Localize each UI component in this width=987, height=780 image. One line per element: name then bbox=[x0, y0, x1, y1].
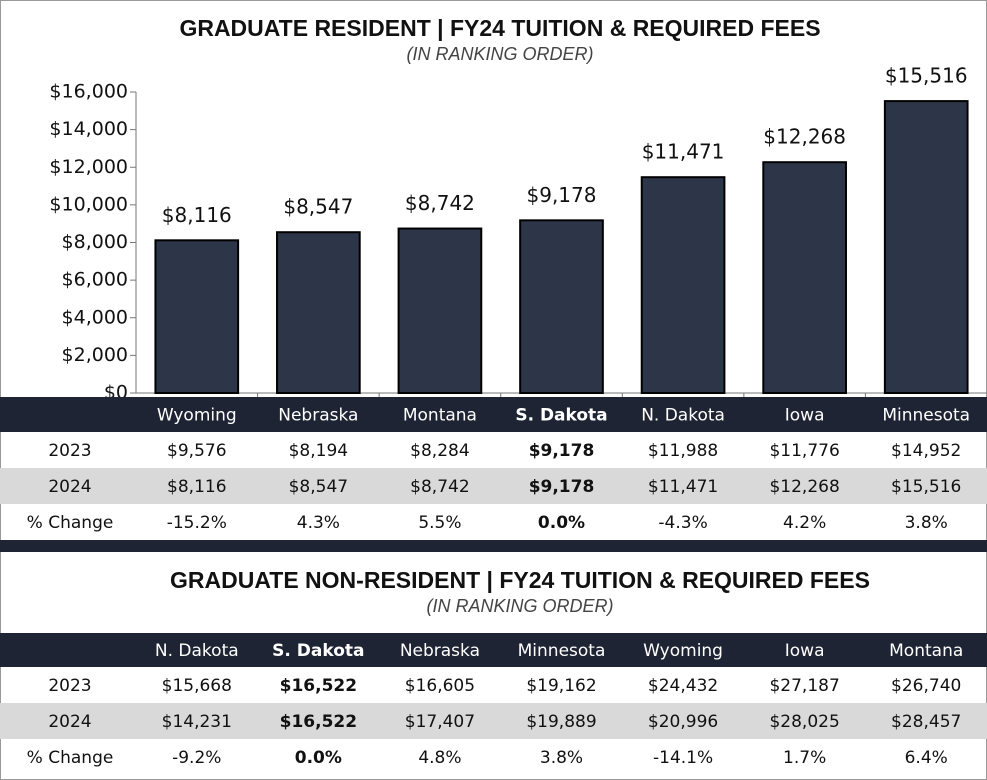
cell: 3.8% bbox=[905, 513, 948, 533]
cell: 0.0% bbox=[538, 513, 585, 533]
bar bbox=[519, 219, 604, 394]
cell: $16,522 bbox=[280, 676, 357, 696]
cell: $16,522 bbox=[280, 712, 357, 732]
bar bbox=[154, 239, 240, 394]
cell: $14,231 bbox=[162, 712, 232, 732]
column-header: Wyoming bbox=[643, 641, 723, 661]
row-band bbox=[0, 468, 987, 504]
bar bbox=[397, 227, 483, 394]
y-tick-label: $10,000 bbox=[49, 193, 128, 215]
cell: 2024 bbox=[48, 712, 91, 732]
cell: 1.7% bbox=[783, 748, 826, 768]
cell: $8,284 bbox=[410, 441, 469, 461]
cell: $26,740 bbox=[891, 676, 961, 696]
cell: $24,432 bbox=[648, 676, 718, 696]
column-header: Montana bbox=[889, 641, 963, 661]
cell: $8,547 bbox=[289, 477, 348, 497]
cell: $8,742 bbox=[410, 477, 469, 497]
cell: 4.3% bbox=[297, 513, 340, 533]
cell: 0.0% bbox=[295, 748, 342, 768]
cell: -9.2% bbox=[172, 748, 221, 768]
cell: -14.1% bbox=[653, 748, 713, 768]
cell: $17,407 bbox=[405, 712, 475, 732]
cell: $28,457 bbox=[891, 712, 961, 732]
cell: $14,952 bbox=[891, 441, 961, 461]
row-band bbox=[0, 703, 987, 739]
cell: 5.5% bbox=[418, 513, 461, 533]
chart-title: GRADUATE RESIDENT | FY24 TUITION & REQUI… bbox=[179, 15, 820, 41]
divider bbox=[0, 540, 987, 552]
cell: $28,025 bbox=[769, 712, 839, 732]
column-header: Wyoming bbox=[157, 406, 237, 426]
column-header: N. Dakota bbox=[155, 641, 239, 661]
column-header: Nebraska bbox=[400, 641, 480, 661]
cell: $12,268 bbox=[769, 477, 839, 497]
header-row bbox=[0, 397, 987, 432]
column-header: S. Dakota bbox=[515, 406, 607, 426]
cell: $9,178 bbox=[529, 477, 595, 497]
cell: % Change bbox=[27, 513, 114, 533]
cell: 4.8% bbox=[418, 748, 461, 768]
cell: 4.2% bbox=[783, 513, 826, 533]
data-label: $11,471 bbox=[642, 140, 725, 164]
y-tick-label: $14,000 bbox=[49, 118, 128, 140]
column-header: Minnesota bbox=[518, 641, 606, 661]
cell: $19,889 bbox=[526, 712, 596, 732]
bar bbox=[640, 176, 726, 394]
cell: $9,576 bbox=[167, 441, 226, 461]
column-header: Iowa bbox=[785, 641, 825, 661]
data-label: $15,516 bbox=[885, 64, 968, 88]
column-header: Montana bbox=[403, 406, 477, 426]
column-header: N. Dakota bbox=[641, 406, 725, 426]
cell: 2024 bbox=[48, 477, 91, 497]
data-label: $9,178 bbox=[527, 183, 597, 207]
cell: $27,187 bbox=[769, 676, 839, 696]
data-label: $8,547 bbox=[283, 195, 353, 219]
y-tick-label: $6,000 bbox=[62, 269, 128, 291]
data-label: $8,742 bbox=[405, 191, 475, 215]
table-subtitle: (IN RANKING ORDER) bbox=[426, 596, 613, 616]
cell: $15,668 bbox=[162, 676, 232, 696]
bar bbox=[883, 100, 969, 394]
cell: -4.3% bbox=[658, 513, 707, 533]
bar bbox=[276, 231, 361, 394]
data-label: $12,268 bbox=[763, 125, 846, 149]
cell: $15,516 bbox=[891, 477, 961, 497]
cell: 2023 bbox=[48, 676, 91, 696]
cell: $16,605 bbox=[405, 676, 475, 696]
column-header: Minnesota bbox=[882, 406, 970, 426]
y-tick-label: $16,000 bbox=[49, 81, 128, 103]
chart-subtitle: (IN RANKING ORDER) bbox=[406, 44, 593, 64]
table-title: GRADUATE NON-RESIDENT | FY24 TUITION & R… bbox=[170, 567, 870, 593]
cell: 6.4% bbox=[905, 748, 948, 768]
column-header: Iowa bbox=[785, 406, 825, 426]
header-row bbox=[0, 633, 987, 667]
y-tick-label: $12,000 bbox=[49, 156, 128, 178]
cell: $11,988 bbox=[648, 441, 718, 461]
cell: $11,471 bbox=[648, 477, 718, 497]
bar bbox=[762, 161, 847, 394]
cell: $8,116 bbox=[167, 477, 226, 497]
cell: $9,178 bbox=[529, 441, 595, 461]
column-header: Nebraska bbox=[278, 406, 358, 426]
y-tick-label: $8,000 bbox=[62, 231, 128, 253]
cell: $11,776 bbox=[769, 441, 839, 461]
cell: $20,996 bbox=[648, 712, 718, 732]
cell: % Change bbox=[27, 748, 114, 768]
y-tick-label: $2,000 bbox=[62, 344, 128, 366]
cell: -15.2% bbox=[167, 513, 227, 533]
cell: 2023 bbox=[48, 441, 91, 461]
data-label: $8,116 bbox=[162, 203, 232, 227]
cell: 3.8% bbox=[540, 748, 583, 768]
cell: $8,194 bbox=[289, 441, 348, 461]
cell: $19,162 bbox=[526, 676, 596, 696]
column-header: S. Dakota bbox=[272, 641, 364, 661]
y-tick-label: $4,000 bbox=[62, 306, 128, 328]
